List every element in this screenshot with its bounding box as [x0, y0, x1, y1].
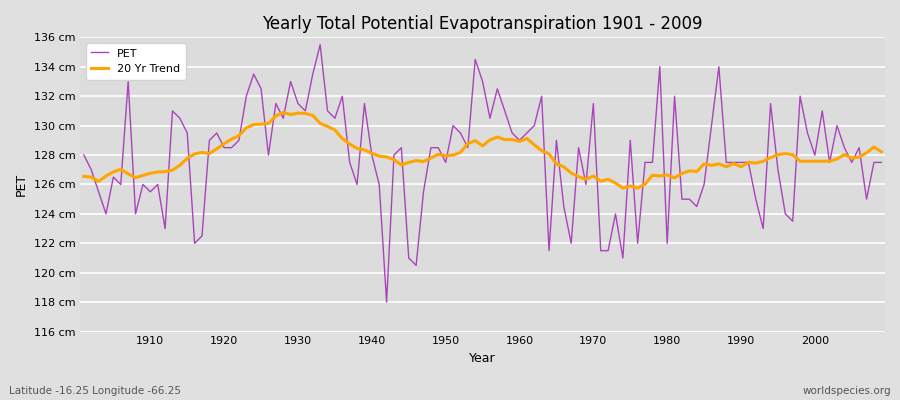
Legend: PET, 20 Yr Trend: PET, 20 Yr Trend	[86, 43, 185, 80]
Line: 20 Yr Trend: 20 Yr Trend	[84, 112, 881, 188]
20 Yr Trend	[514, 139, 525, 144]
PET	[78, 153, 89, 158]
PET	[300, 108, 310, 113]
PET	[529, 123, 540, 128]
Text: Latitude -16.25 Longitude -66.25: Latitude -16.25 Longitude -66.25	[9, 386, 181, 396]
PET	[521, 130, 532, 135]
PET	[352, 182, 363, 187]
PET	[876, 160, 886, 165]
Y-axis label: PET: PET	[15, 173, 28, 196]
PET	[382, 300, 392, 304]
20 Yr Trend	[521, 136, 532, 141]
PET	[617, 256, 628, 260]
Line: PET: PET	[84, 45, 881, 302]
PET	[138, 182, 148, 187]
20 Yr Trend	[78, 174, 89, 179]
PET	[315, 42, 326, 47]
20 Yr Trend	[308, 113, 319, 118]
20 Yr Trend	[617, 186, 628, 190]
20 Yr Trend	[138, 173, 148, 178]
Text: worldspecies.org: worldspecies.org	[803, 386, 891, 396]
20 Yr Trend	[610, 180, 621, 185]
X-axis label: Year: Year	[469, 352, 496, 365]
20 Yr Trend	[876, 149, 886, 154]
Title: Yearly Total Potential Evapotranspiration 1901 - 2009: Yearly Total Potential Evapotranspiratio…	[262, 15, 703, 33]
20 Yr Trend	[278, 110, 289, 115]
20 Yr Trend	[352, 146, 363, 151]
